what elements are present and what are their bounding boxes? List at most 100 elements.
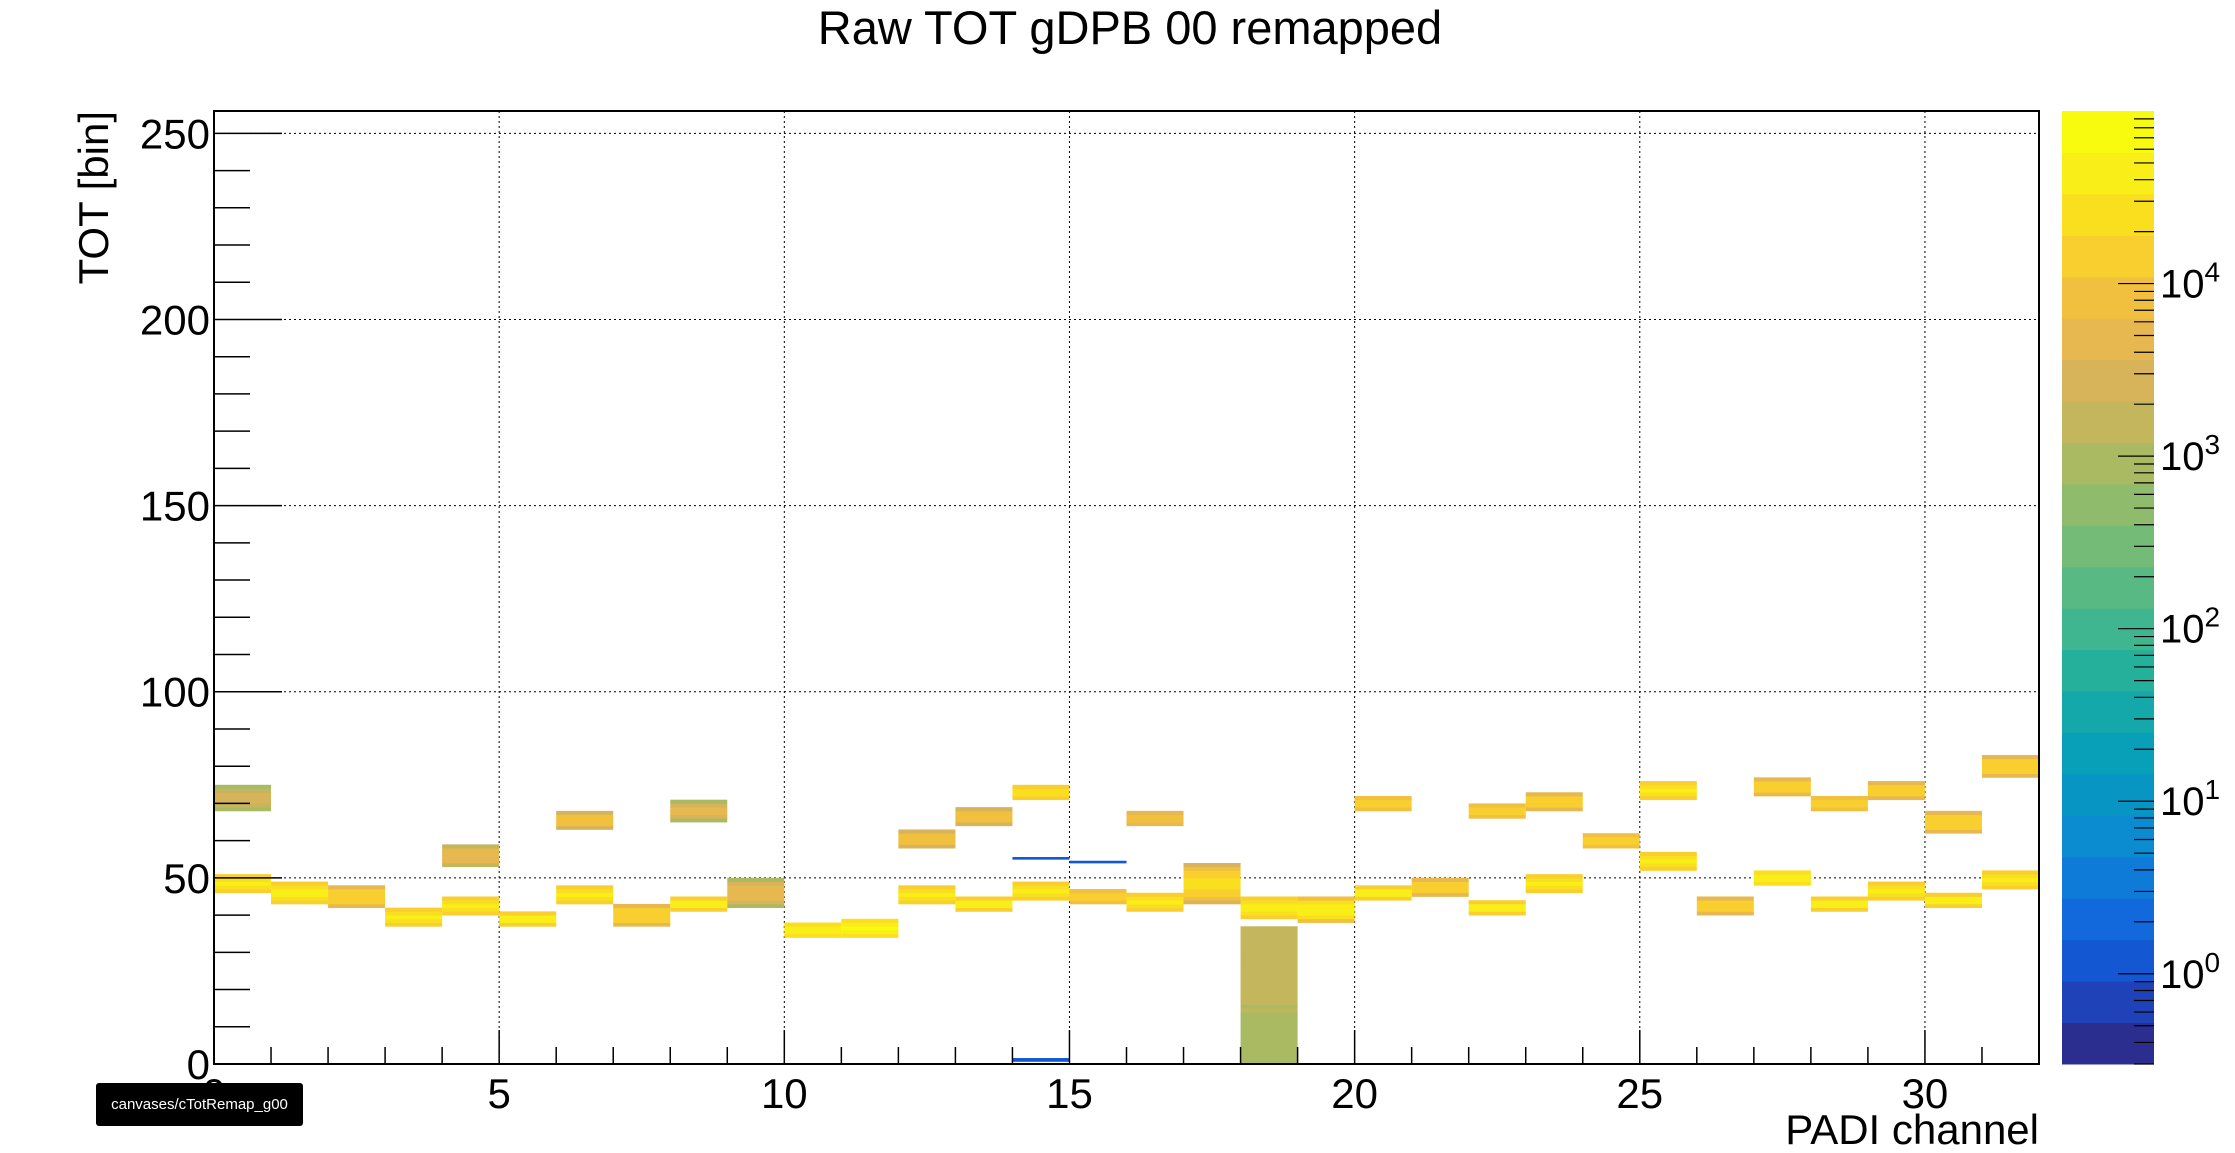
heatmap-bin: [1924, 896, 1982, 901]
heatmap-bin: [1639, 859, 1697, 864]
heatmap-bin: [1240, 1026, 1298, 1031]
heatmap-bin: [1183, 900, 1241, 905]
heatmap-bin: [1468, 911, 1526, 916]
heatmap-bin: [1012, 857, 1070, 860]
heatmap-bin: [1297, 896, 1355, 901]
heatmap-bin: [499, 915, 557, 920]
palette-label: 101: [2160, 774, 2220, 824]
canvas-path-tag[interactable]: canvases/cTotRemap_g00: [96, 1083, 303, 1126]
x-axis-ticks: [213, 1030, 2040, 1064]
heatmap-bin: [1867, 885, 1925, 890]
heatmap-bin: [1639, 862, 1697, 868]
heatmap-bin: [1753, 874, 1811, 879]
heatmap-bin: [1240, 915, 1298, 920]
heatmap-bin: [1753, 781, 1811, 786]
heatmap-bin: [1126, 896, 1184, 901]
heatmap-bin: [1183, 877, 1241, 882]
heatmap-bin: [1126, 822, 1184, 827]
heatmap-bin: [1126, 903, 1184, 909]
heatmap-bin: [214, 792, 272, 797]
heatmap-bin: [1126, 814, 1184, 819]
heatmap-bin: [1183, 881, 1241, 886]
heatmap-bin: [1012, 892, 1070, 897]
heatmap-bin: [1639, 795, 1697, 801]
heatmap-bin: [442, 848, 500, 853]
heatmap-bin: [499, 922, 557, 927]
heatmap-bin: [1183, 870, 1241, 875]
heatmap-bin: [1810, 807, 1868, 812]
x-tick-label: 25: [1616, 1070, 1663, 1117]
heatmap-bin: [1012, 792, 1070, 797]
heatmap-bin: [784, 926, 842, 931]
heatmap-bin: [1069, 860, 1127, 864]
y-axis-tick-labels: 0 50 100 150 200 250: [140, 110, 210, 1088]
y-tick-label: 250: [140, 110, 210, 157]
heatmap-bin: [1810, 795, 1868, 801]
heatmap-bin: [955, 896, 1013, 901]
heatmap-bin: [727, 877, 785, 882]
heatmap-bin: [556, 818, 614, 823]
heatmap-bin: [442, 903, 500, 909]
heatmap-bin: [1696, 896, 1754, 901]
heatmap-bin: [1183, 896, 1241, 901]
heatmap-bin: [1867, 795, 1925, 801]
heatmap-bin: [1240, 926, 1298, 931]
heatmap-bin: [1696, 903, 1754, 909]
heatmap-bin: [1753, 877, 1811, 882]
heatmap-bin: [1981, 870, 2039, 875]
heatmap-bin: [1240, 929, 1298, 935]
heatmap-bin: [784, 922, 842, 927]
y-tick-label: 50: [163, 855, 210, 902]
heatmap-bin: [1753, 784, 1811, 789]
palette-swatch: [2062, 401, 2154, 443]
heatmap-bin: [385, 907, 443, 912]
heatmap-bin: [1069, 900, 1127, 905]
heatmap-bin: [556, 889, 614, 894]
palette-swatch: [2062, 483, 2154, 526]
heatmap-bin: [670, 907, 728, 912]
heatmap-bin: [1354, 889, 1412, 894]
heatmap-bin: [499, 918, 557, 923]
heatmap-bin: [1240, 1041, 1298, 1046]
heatmap-bin: [1240, 948, 1298, 953]
heatmap-bin: [328, 885, 386, 890]
x-tick-label: 30: [1902, 1070, 1949, 1117]
heatmap-bin: [1924, 810, 1982, 815]
heatmap-bin: [271, 889, 329, 894]
heatmap-bin: [385, 911, 443, 916]
palette-swatch: [2062, 981, 2154, 1024]
heatmap-bin: [1069, 892, 1127, 897]
heatmap-bin: [271, 881, 329, 886]
heatmap-bin: [1297, 915, 1355, 920]
heatmap-bin: [1411, 885, 1469, 890]
heatmap-bin: [214, 795, 272, 801]
heatmap-bin: [1981, 766, 2039, 771]
palette-swatch: [2062, 235, 2154, 278]
color-palette-ticks: [2118, 118, 2154, 1065]
heatmap-bin: [1297, 900, 1355, 905]
heatmap-bin: [1981, 885, 2039, 890]
heatmap-bin: [955, 807, 1013, 812]
heatmap-bin: [841, 933, 899, 938]
heatmap-bin: [1240, 1000, 1298, 1005]
chart-title: Raw TOT gDPB 00 remapped: [818, 1, 1442, 54]
palette-swatch: [2062, 1022, 2154, 1065]
heatmap-bin: [841, 918, 899, 923]
heatmap-bin: [727, 881, 785, 886]
heatmap-bin: [1582, 833, 1640, 838]
heatmap-bin: [214, 885, 272, 890]
heatmap-bin: [1012, 795, 1070, 801]
heatmap-bin: [1012, 1058, 1070, 1062]
heatmap-bin: [670, 896, 728, 901]
heatmap-bin: [214, 799, 272, 804]
heatmap-bin: [670, 818, 728, 823]
heatmap-bin: [214, 784, 272, 789]
heatmap-bin: [898, 829, 956, 834]
palette-swatch: [2062, 939, 2154, 982]
heatmap-bin: [1810, 900, 1868, 905]
heatmap-bin: [1240, 896, 1298, 901]
x-tick-label: 20: [1331, 1070, 1378, 1117]
heatmap-bin: [1240, 1004, 1298, 1009]
heatmap-bin: [1240, 933, 1298, 938]
heatmap-bin: [1240, 1049, 1298, 1054]
